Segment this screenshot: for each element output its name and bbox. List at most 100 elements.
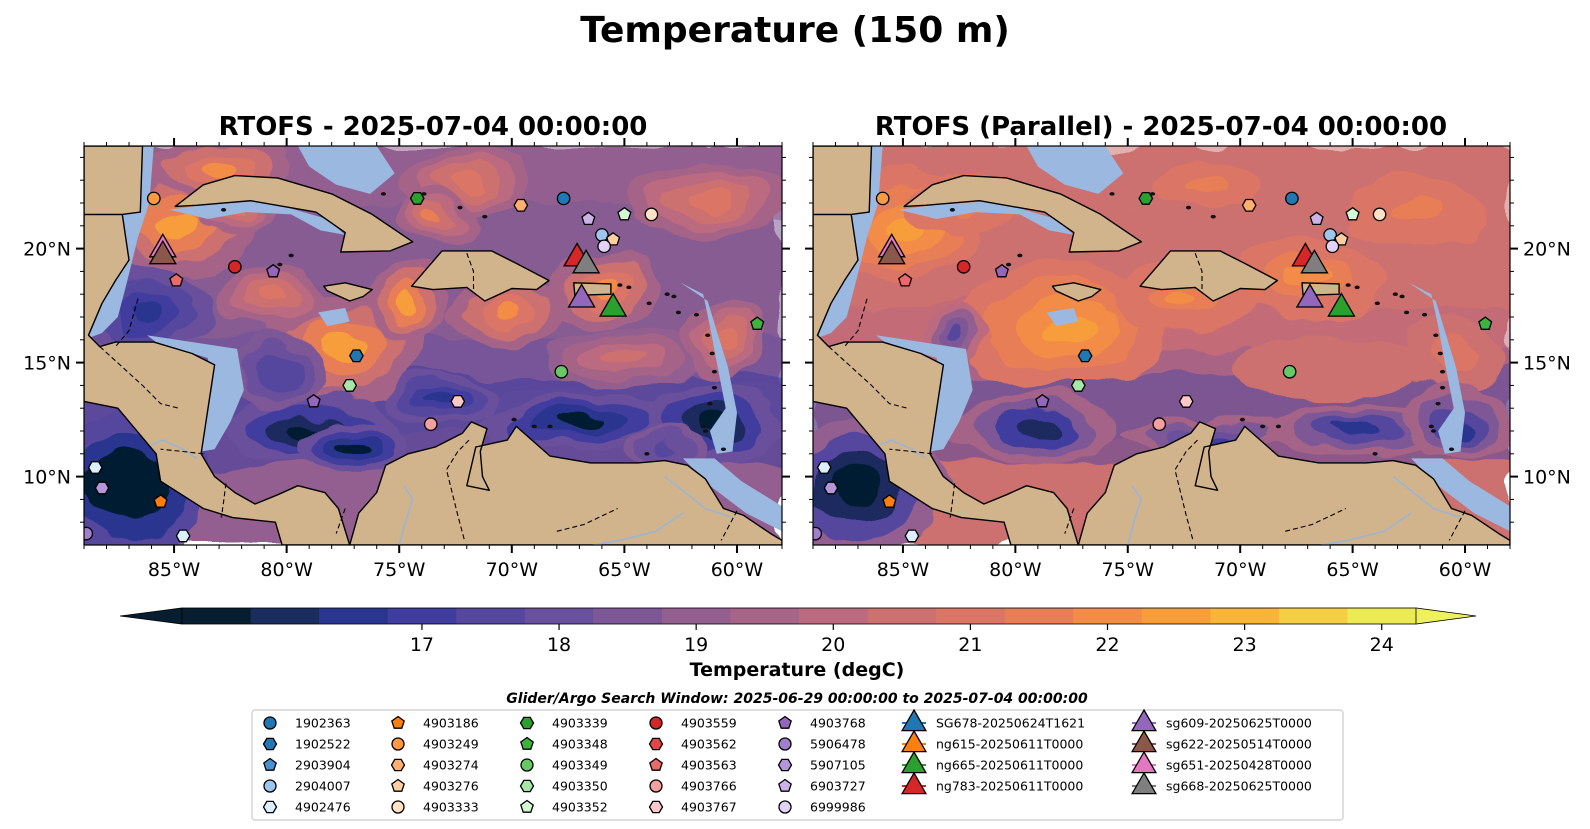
glider-sg609-20250625T0000 (567, 283, 596, 308)
field-contour (604, 350, 644, 366)
island (720, 447, 727, 452)
legend-label: 6903727 (810, 779, 866, 794)
argo-float-4903767 (1178, 394, 1194, 408)
island (644, 452, 650, 456)
land-cuba (903, 174, 1142, 253)
legend-marker-4903352 (520, 799, 534, 813)
field-contour (1330, 424, 1376, 438)
land-central-america (813, 146, 1079, 545)
legend-label: 4903562 (681, 737, 737, 752)
island (1109, 192, 1115, 196)
argo-float-4903768 (266, 263, 281, 278)
colorbar-under-arrow (119, 607, 183, 625)
map-panel-rtofs[interactable]: 85°W 80°W 75°W 70°W 65°W 60°W 10°N 15°N 20°N (23, 123, 802, 581)
figure-title: Temperature (150 m) (580, 10, 1010, 51)
argo-float-1902522 (348, 349, 364, 363)
argo-float-4903249 (146, 191, 161, 206)
shallow-orinoco-shelf (1411, 458, 1510, 532)
lon-tick-label: 60°W (1439, 559, 1492, 581)
island (380, 192, 387, 196)
colorbar-segment (1210, 608, 1280, 624)
island (1275, 424, 1282, 429)
island (1399, 294, 1405, 299)
field-contour (1392, 202, 1439, 227)
argo-float-6903727 (1309, 211, 1324, 226)
island (1354, 285, 1360, 290)
shallow-bahamas-bank (1026, 146, 1124, 194)
legend-label: 4903186 (423, 716, 479, 731)
island (421, 192, 427, 196)
river (1392, 475, 1461, 519)
legend-marker-5906478 (778, 737, 792, 751)
land-jamaica (323, 282, 373, 302)
legend-marker-4903348 (520, 736, 534, 750)
land-jamaica (1051, 282, 1102, 302)
shallow-lesser-antilles-shelf (1408, 282, 1465, 454)
legend-marker-4903274 (390, 758, 406, 772)
argo-float-4903333 (1372, 207, 1387, 222)
argo-float-4903767 (450, 394, 466, 408)
island (705, 333, 711, 338)
colorbar-segment (250, 608, 320, 624)
island (531, 424, 537, 429)
argo-float-4903563 (169, 272, 184, 287)
legend-marker-4903766 (649, 779, 663, 793)
argo-float-4903352 (1345, 206, 1360, 221)
argo-float-4903186 (153, 494, 168, 508)
legend-marker-4903339 (519, 716, 535, 730)
argo-float-4902476 (816, 461, 832, 474)
colorbar-segment (319, 608, 389, 624)
country-border (949, 483, 956, 518)
panel-title-rtofs: RTOFS - 2025-07-04 00:00:00 (219, 112, 648, 142)
lon-tick-label: 85°W (148, 559, 201, 581)
colorbar-frame (181, 607, 1417, 625)
field-contour (493, 303, 522, 321)
legend-label: 1902363 (295, 716, 351, 731)
island (288, 253, 294, 258)
lat-tick-label: 10°N (1523, 467, 1571, 489)
island (277, 262, 283, 267)
colorbar-tick-label: 24 (1370, 634, 1394, 656)
river (1127, 485, 1143, 545)
legend-label: 4903766 (681, 779, 737, 794)
argo-markers (84, 191, 765, 543)
island (547, 424, 553, 429)
island (1421, 312, 1428, 317)
island (1433, 333, 1439, 338)
island (482, 214, 488, 219)
argo-float-5907105 (823, 481, 839, 495)
lat-tick-label: 20°N (1523, 239, 1571, 261)
field-contour (1188, 176, 1225, 193)
colorbar-segment (1141, 608, 1211, 624)
legend-label: 4903276 (423, 779, 479, 794)
glider-sg668-20250625T0000 (1300, 249, 1329, 274)
island (1345, 283, 1351, 287)
argo-float-4903768 (994, 263, 1009, 278)
legend-label: 5907105 (810, 758, 866, 773)
map-panel-parallel[interactable]: 85°W 80°W 75°W 70°W 65°W 60°W 10°N 15°N 20°N (775, 123, 1571, 581)
colorbar-segment (730, 608, 800, 624)
field-contour (130, 301, 164, 323)
argo-float-4903276 (606, 231, 621, 246)
map-frame (812, 145, 1511, 546)
argo-float-4903348 (750, 316, 765, 330)
colorbar-tick-label: 18 (547, 634, 571, 656)
legend-marker-4903768 (778, 715, 792, 729)
field-contour (556, 414, 603, 430)
legend-label: 1902522 (295, 737, 351, 752)
country-border (466, 253, 475, 292)
colorbar-label: Temperature (degC) (690, 659, 905, 681)
country-border (335, 508, 346, 534)
argo-float-4903350 (342, 378, 358, 392)
island (626, 285, 632, 290)
argo-markers (813, 191, 1493, 543)
argo-float-4903276 (1334, 231, 1349, 246)
colorbar-tick-label: 21 (958, 634, 982, 656)
island (949, 208, 956, 212)
argo-float-1902522 (1077, 349, 1093, 363)
island (1448, 447, 1455, 452)
argo-float-1902363 (556, 191, 571, 206)
island (700, 424, 706, 429)
island (221, 208, 227, 212)
